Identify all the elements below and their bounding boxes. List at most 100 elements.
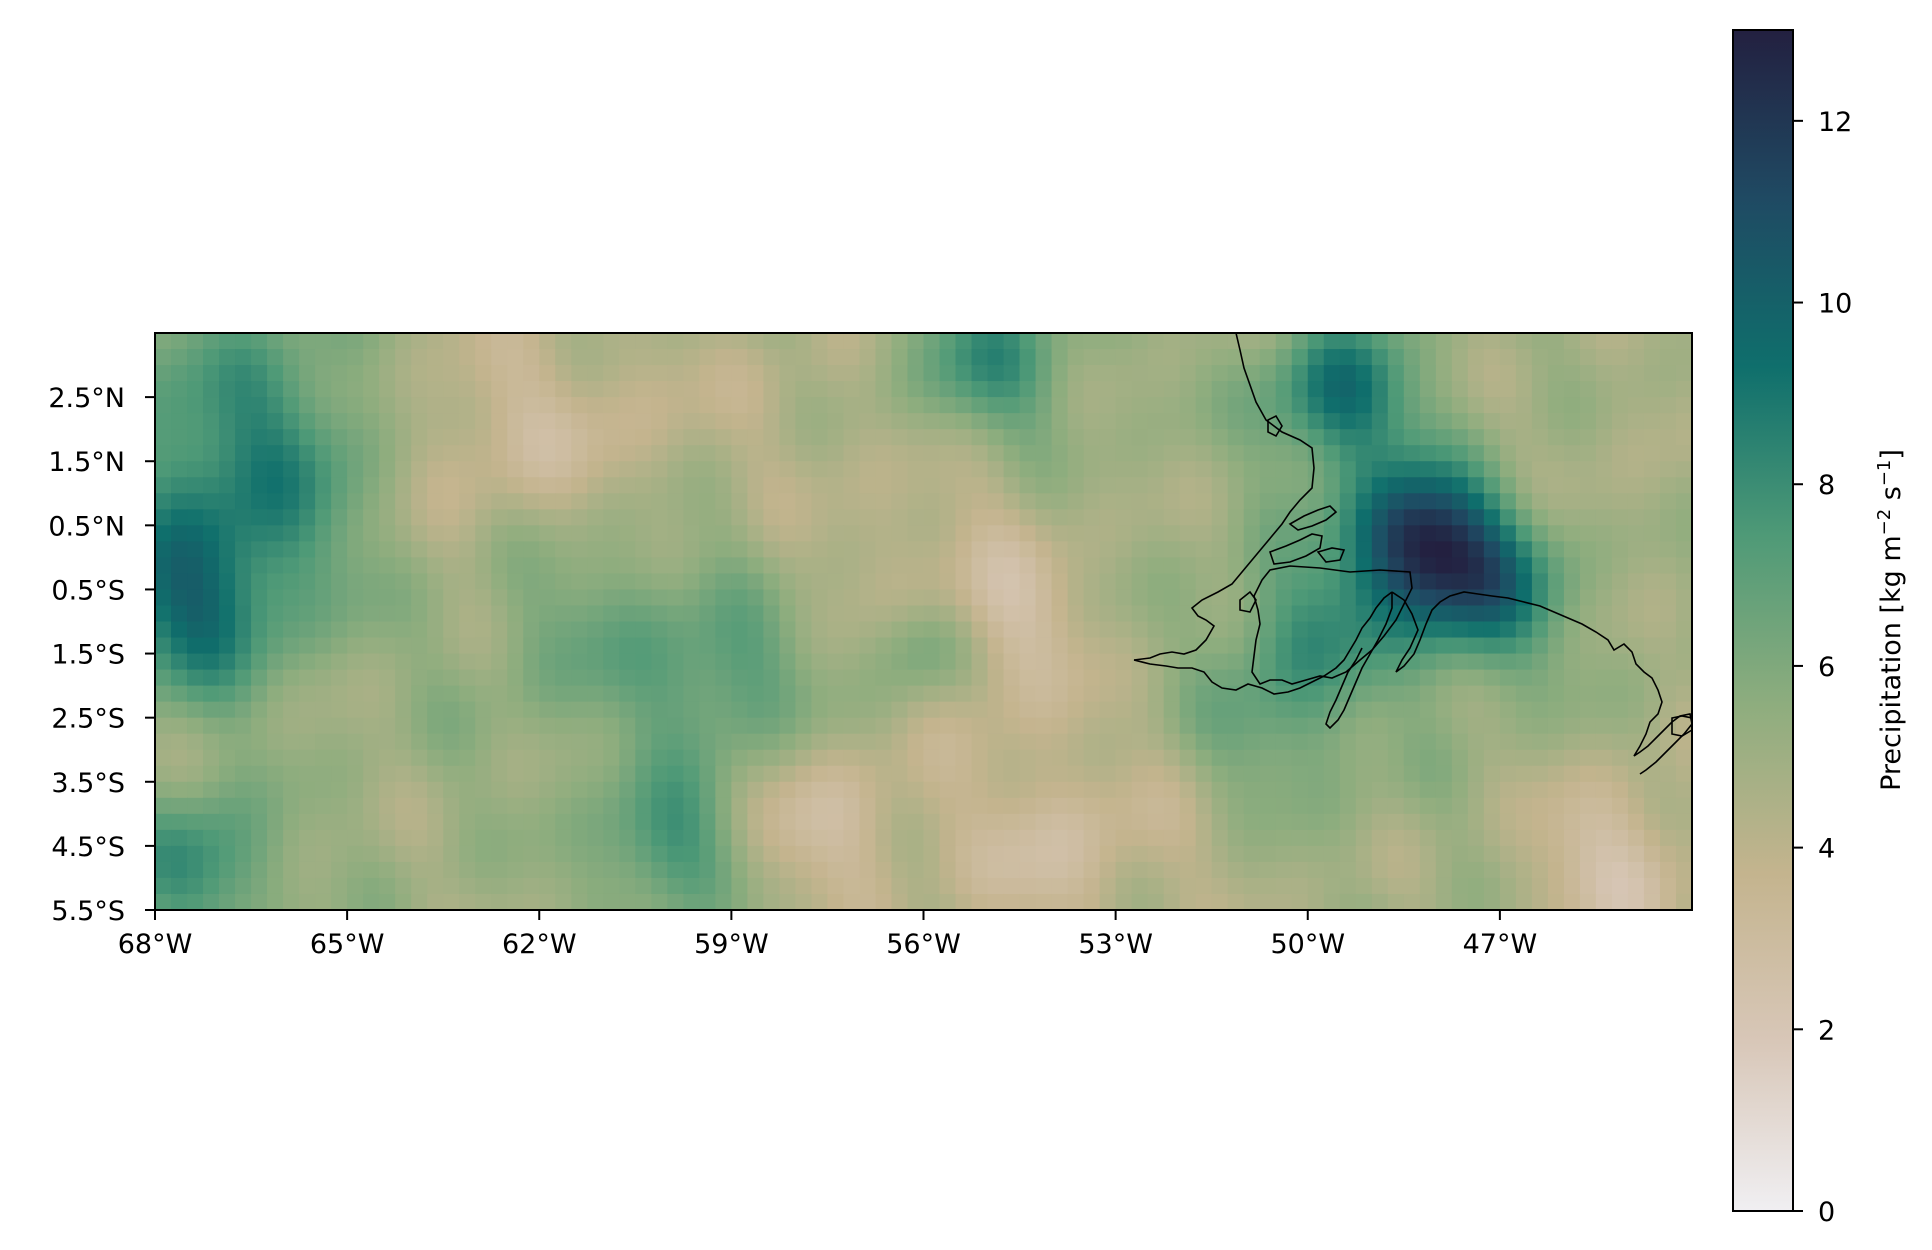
heatmap-cell xyxy=(1435,349,1453,366)
heatmap-cell xyxy=(507,781,524,799)
heatmap-cell xyxy=(1227,557,1245,575)
heatmap-cell xyxy=(667,333,684,350)
heatmap-cell xyxy=(987,621,1005,639)
heatmap-cell xyxy=(1035,429,1053,446)
heatmap-cell xyxy=(1403,397,1421,414)
heatmap-cell xyxy=(1275,765,1293,783)
heatmap-cell xyxy=(955,413,973,430)
heatmap-cell xyxy=(667,765,684,783)
heatmap-cell xyxy=(363,509,380,526)
heatmap-cell xyxy=(987,717,1005,735)
heatmap-cell xyxy=(715,877,732,895)
heatmap-cell xyxy=(1099,829,1117,847)
heatmap-cell xyxy=(171,781,188,799)
heatmap-cell xyxy=(635,573,652,591)
heatmap-cell xyxy=(955,493,973,510)
heatmap-cell xyxy=(907,541,925,558)
heatmap-cell xyxy=(1323,797,1341,815)
heatmap-cell xyxy=(1083,397,1101,414)
heatmap-cell xyxy=(1147,573,1165,591)
heatmap-cell xyxy=(955,605,973,623)
heatmap-cell xyxy=(1195,333,1213,350)
heatmap-cell xyxy=(1275,845,1293,863)
heatmap-cell xyxy=(507,493,524,510)
heatmap-cell xyxy=(907,365,925,382)
heatmap-cell xyxy=(603,685,620,703)
heatmap-cell xyxy=(939,749,957,767)
heatmap-cell xyxy=(1131,557,1149,575)
heatmap-cell xyxy=(1195,573,1213,591)
heatmap-cell xyxy=(795,573,813,591)
heatmap-cell xyxy=(1611,477,1629,494)
heatmap-cell xyxy=(603,781,620,799)
heatmap-cell xyxy=(1611,589,1629,607)
heatmap-cell xyxy=(955,621,973,639)
heatmap-cell xyxy=(779,733,797,751)
heatmap-cell xyxy=(603,509,620,526)
heatmap-cell xyxy=(235,573,252,591)
heatmap-cell xyxy=(843,845,861,863)
heatmap-cell xyxy=(731,557,748,575)
heatmap-cell xyxy=(1035,589,1053,607)
heatmap-cell xyxy=(859,333,877,350)
heatmap-cell xyxy=(1115,413,1133,430)
heatmap-cell xyxy=(1563,493,1581,510)
heatmap-cell xyxy=(811,429,829,446)
heatmap-cell xyxy=(347,365,364,382)
heatmap-cell xyxy=(155,349,172,366)
heatmap-cell xyxy=(1659,397,1677,414)
heatmap-cell xyxy=(1467,861,1485,879)
heatmap-cell xyxy=(475,717,492,735)
heatmap-cell xyxy=(619,765,636,783)
heatmap-cell xyxy=(491,333,508,350)
heatmap-cell xyxy=(587,685,604,703)
heatmap-cell xyxy=(747,717,764,735)
y-tick-label: 5.5°S xyxy=(51,896,125,927)
heatmap-cell xyxy=(1211,733,1229,751)
heatmap-cell xyxy=(1419,413,1437,430)
heatmap-cell xyxy=(155,733,172,751)
heatmap-cell xyxy=(1019,445,1037,462)
heatmap-cell xyxy=(667,733,684,751)
heatmap-cell xyxy=(267,429,284,446)
heatmap-cell xyxy=(427,573,444,591)
heatmap-cell xyxy=(1643,813,1661,831)
heatmap-cell xyxy=(1227,733,1245,751)
heatmap-cell xyxy=(171,445,188,462)
heatmap-cell xyxy=(1339,429,1357,446)
heatmap-cell xyxy=(875,445,893,462)
heatmap-cell xyxy=(731,765,748,783)
heatmap-cell xyxy=(1147,365,1165,382)
heatmap-cell xyxy=(1403,333,1421,350)
heatmap-cell xyxy=(747,877,764,895)
heatmap-cell xyxy=(491,461,508,478)
heatmap-cell xyxy=(411,525,428,542)
heatmap-cell xyxy=(443,733,460,751)
heatmap-cell xyxy=(1643,797,1661,815)
heatmap-cell xyxy=(1387,877,1405,895)
heatmap-cell xyxy=(1579,765,1597,783)
heatmap-cell xyxy=(1019,653,1037,671)
heatmap-cell xyxy=(747,445,764,462)
heatmap-cell xyxy=(171,557,188,575)
heatmap-cell xyxy=(379,349,396,366)
heatmap-cell xyxy=(555,397,572,414)
heatmap-cell xyxy=(1483,493,1501,510)
heatmap-cell xyxy=(475,797,492,815)
heatmap-cell xyxy=(907,893,925,910)
heatmap-cell xyxy=(1643,845,1661,863)
heatmap-cell xyxy=(731,349,748,366)
heatmap-cell xyxy=(827,765,845,783)
heatmap-cell xyxy=(1259,541,1277,558)
heatmap-cell xyxy=(187,397,204,414)
heatmap-cell xyxy=(459,877,476,895)
heatmap-cell xyxy=(1051,733,1069,751)
heatmap-cell xyxy=(1355,541,1373,558)
heatmap-cell xyxy=(1403,525,1421,542)
heatmap-cell xyxy=(443,477,460,494)
heatmap-cell xyxy=(875,493,893,510)
heatmap-cell xyxy=(411,653,428,671)
heatmap-cell xyxy=(827,781,845,799)
heatmap-cell xyxy=(667,525,684,542)
heatmap-cell xyxy=(1643,541,1661,558)
